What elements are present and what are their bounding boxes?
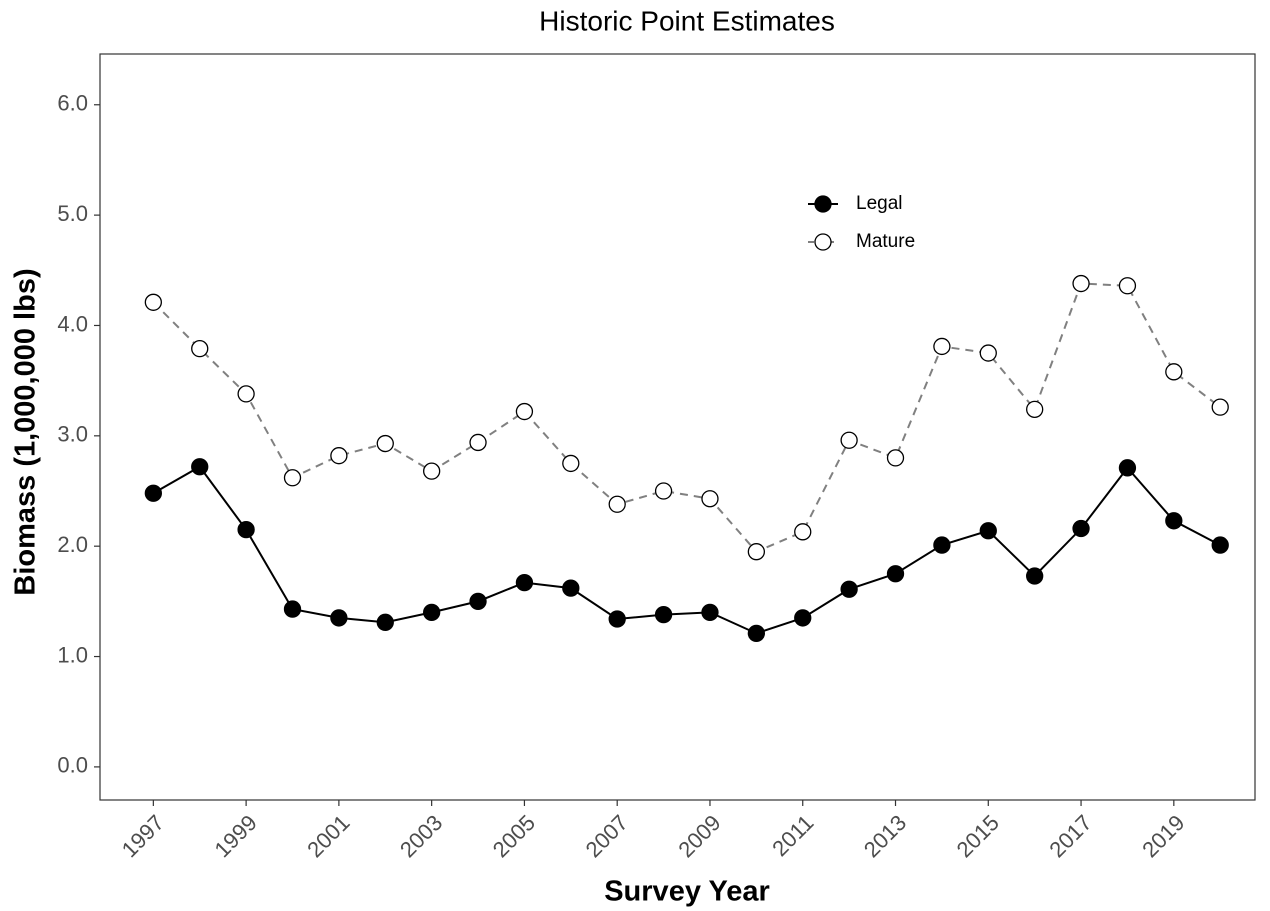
point — [423, 603, 441, 622]
series-line — [152, 282, 1221, 553]
point — [423, 462, 441, 480]
point — [979, 344, 997, 362]
point — [283, 600, 302, 618]
plot-panel — [99, 53, 1256, 801]
point — [1072, 274, 1090, 293]
point — [608, 495, 626, 513]
point — [979, 522, 997, 540]
point — [1165, 512, 1183, 530]
legend-marker — [814, 233, 832, 251]
point — [237, 385, 255, 403]
x-tick-label: 2019 — [1137, 810, 1189, 862]
point — [237, 520, 255, 539]
y-tick-label: 2.0 — [57, 532, 88, 557]
point — [1118, 459, 1137, 477]
point — [469, 433, 487, 452]
point — [376, 613, 394, 631]
point — [608, 610, 626, 628]
point — [376, 434, 394, 453]
chart-title: Historic Point Estimates — [539, 5, 835, 36]
point — [562, 454, 580, 473]
point — [330, 609, 348, 627]
point — [747, 543, 766, 561]
point — [794, 523, 812, 541]
y-tick-label: 1.0 — [57, 642, 88, 667]
x-tick-label: 2005 — [488, 810, 540, 862]
x-tick-label: 2003 — [395, 810, 447, 862]
point — [933, 536, 951, 554]
point — [886, 565, 905, 583]
point — [1211, 536, 1229, 554]
point — [747, 624, 766, 643]
point — [283, 469, 302, 487]
x-tick-label: 2001 — [302, 810, 354, 862]
x-axis-label: Survey Year — [604, 876, 770, 908]
point — [1211, 398, 1229, 416]
point — [654, 605, 673, 624]
point — [701, 603, 719, 622]
point — [191, 458, 209, 476]
point — [886, 449, 905, 467]
point — [654, 482, 673, 500]
y-tick-label: 4.0 — [57, 311, 88, 336]
x-tick-label: 2011 — [767, 810, 818, 861]
x-tick-label: 2013 — [859, 810, 911, 862]
series-line — [152, 465, 1221, 635]
point — [144, 293, 162, 311]
point — [191, 339, 209, 358]
point — [144, 484, 162, 502]
point — [1072, 519, 1090, 538]
y-tick-label: 5.0 — [57, 201, 88, 226]
point — [1165, 363, 1183, 381]
point — [840, 580, 858, 598]
x-tick-label: 2009 — [673, 810, 725, 862]
point — [562, 579, 580, 597]
point — [701, 490, 719, 508]
point — [1026, 400, 1044, 418]
point — [1118, 277, 1137, 295]
y-tick-label: 3.0 — [57, 422, 88, 447]
point — [840, 431, 858, 449]
x-tick-label: 2015 — [952, 810, 1004, 862]
point — [933, 337, 951, 356]
x-tick-label: 1997 — [117, 810, 169, 862]
y-tick-label: 0.0 — [57, 753, 88, 778]
point — [330, 447, 348, 465]
legend-label: Legal — [856, 193, 903, 214]
point — [469, 592, 487, 611]
point — [794, 609, 812, 627]
point — [1026, 567, 1044, 585]
point — [515, 573, 534, 592]
x-tick-label: 2007 — [581, 810, 633, 862]
legend-marker — [814, 195, 832, 213]
point — [515, 402, 534, 421]
x-tick-label: 2017 — [1044, 810, 1096, 862]
x-tick-label: 1999 — [209, 810, 261, 862]
legend-label: Mature — [856, 231, 915, 252]
y-tick-label: 6.0 — [57, 91, 88, 116]
y-axis-label: Biomass (1,000,000 lbs) — [10, 268, 42, 595]
